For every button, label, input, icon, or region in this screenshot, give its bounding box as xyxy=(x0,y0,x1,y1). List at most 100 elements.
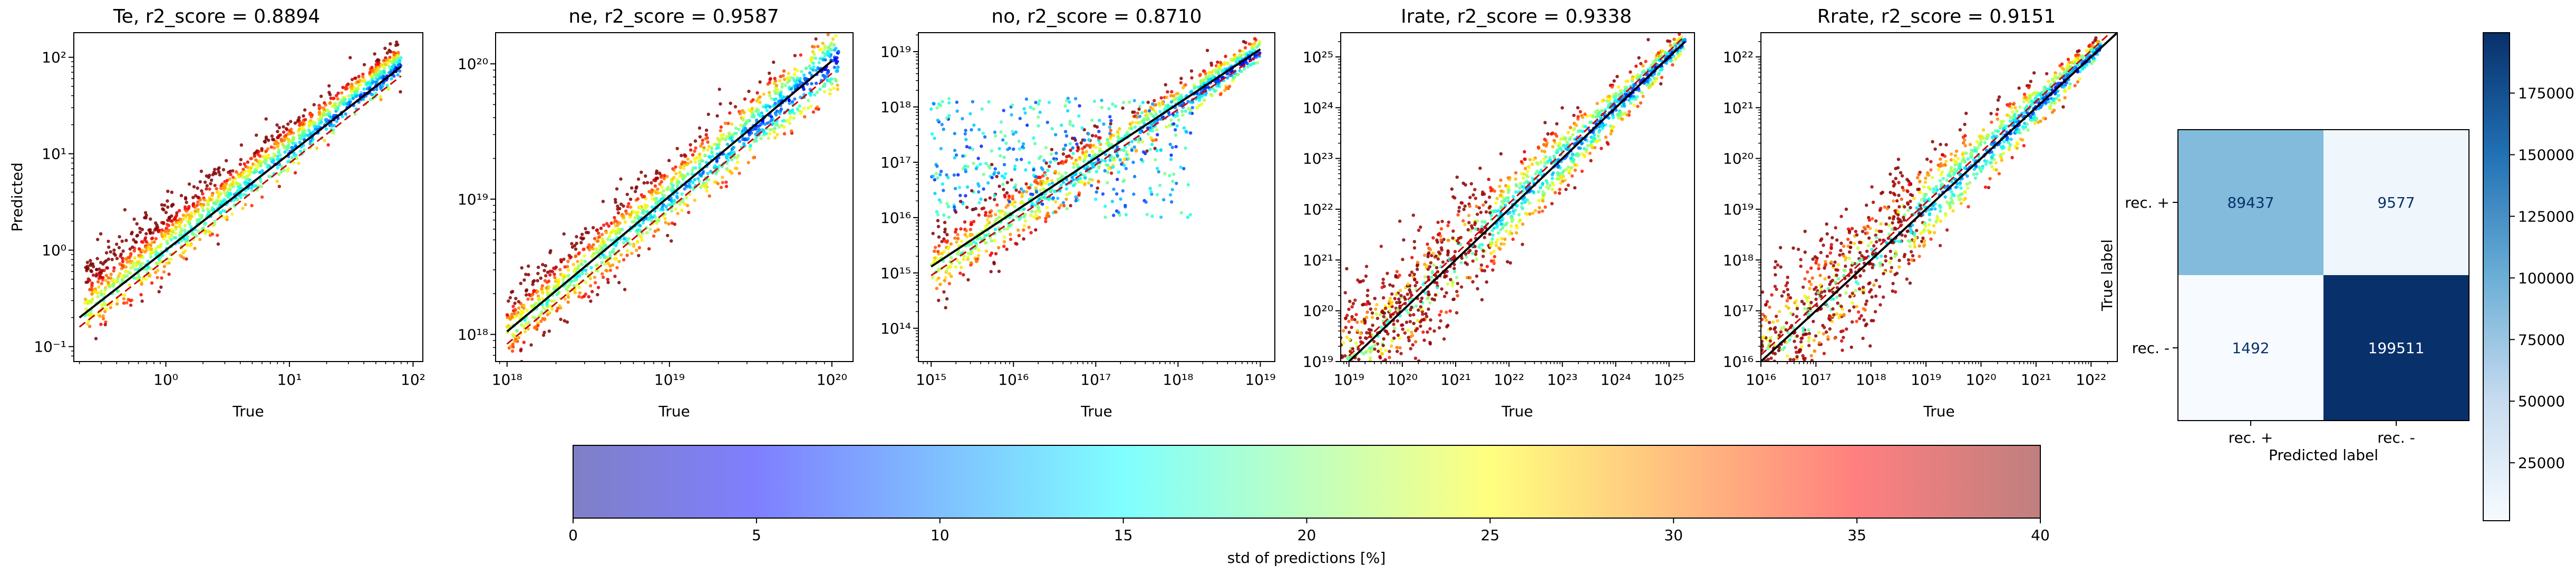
scatter-point xyxy=(371,80,375,84)
scatter-point xyxy=(590,290,594,294)
scatter-point xyxy=(115,257,119,260)
scatter-point xyxy=(1116,178,1119,181)
scatter-point xyxy=(1064,134,1069,138)
scatter-point xyxy=(1188,213,1192,217)
scatter-point xyxy=(1492,261,1496,265)
scatter-point xyxy=(595,228,598,232)
scatter-point xyxy=(1181,86,1185,90)
scatter-point xyxy=(1157,102,1161,105)
scatter-point xyxy=(389,60,393,64)
scatter-point xyxy=(1534,209,1537,212)
scatter-point xyxy=(935,210,939,213)
scatter-point xyxy=(765,109,769,112)
scatter-point xyxy=(939,170,943,173)
scatter-point xyxy=(601,200,605,203)
scatter-point xyxy=(200,189,204,193)
scatter-point xyxy=(1155,193,1159,197)
scatter-point xyxy=(966,164,970,169)
scatter-point xyxy=(540,287,544,290)
scatter-point xyxy=(1610,85,1614,89)
scatter-point xyxy=(1469,229,1473,233)
scatter-point xyxy=(90,284,94,288)
scatter-point xyxy=(1063,130,1068,133)
scatter-point xyxy=(522,306,526,310)
reference-line xyxy=(931,53,1261,276)
scatter-point xyxy=(1499,178,1503,182)
scatter-point xyxy=(935,287,939,290)
scatter-point xyxy=(166,199,169,203)
scatter-point xyxy=(350,93,354,97)
scatter-point xyxy=(235,170,238,174)
scatter-point xyxy=(1138,104,1142,109)
scatter-point xyxy=(953,156,956,160)
scatter-point xyxy=(1537,199,1541,202)
scatter-point xyxy=(167,231,170,236)
scatter-point xyxy=(950,275,953,278)
scatter-point xyxy=(99,323,103,326)
scatter-point xyxy=(232,198,236,202)
scatter-point xyxy=(1644,60,1648,63)
scatter-point xyxy=(1130,148,1134,152)
scatter-point xyxy=(736,160,740,164)
scatter-point xyxy=(1043,192,1047,196)
scatter-point xyxy=(1093,145,1098,149)
scatter-point xyxy=(226,188,230,191)
scatter-point xyxy=(994,252,998,256)
scatter-point xyxy=(100,269,104,272)
scatter-point xyxy=(576,267,580,270)
scatter-point xyxy=(228,184,231,188)
scatter-point xyxy=(565,287,568,291)
scatter-point xyxy=(693,139,698,143)
scatter-point xyxy=(1137,138,1140,141)
scatter-point xyxy=(653,229,657,233)
scatter-point xyxy=(127,256,130,259)
scatter-point xyxy=(1075,142,1079,146)
scatter-point xyxy=(1020,194,1024,198)
scatter-point xyxy=(984,211,988,215)
scatter-point xyxy=(189,225,193,229)
scatter-point xyxy=(1112,213,1116,217)
scatter-point xyxy=(361,98,365,101)
scatter-point xyxy=(945,173,948,177)
scatter-point xyxy=(988,166,992,170)
scatter-point xyxy=(1095,170,1098,173)
scatter-point xyxy=(739,123,743,127)
scatter-point xyxy=(934,172,938,176)
scatter-point xyxy=(196,186,199,190)
scatter-point xyxy=(635,240,640,243)
scatter-point xyxy=(349,90,353,93)
scatter-point xyxy=(1196,95,1200,99)
scatter-point xyxy=(368,86,372,90)
x-axis-label: True xyxy=(658,403,690,420)
scatter-point xyxy=(1494,201,1498,205)
scatter-point xyxy=(1371,378,1374,381)
scatter-point xyxy=(993,239,996,242)
scatter-point xyxy=(1197,103,1202,108)
scatter-point xyxy=(1388,296,1392,300)
scatter-point xyxy=(246,165,250,169)
scatter-point xyxy=(229,192,233,196)
scatter-point xyxy=(1045,206,1049,210)
scatter-point xyxy=(693,160,697,164)
scatter-point xyxy=(1103,204,1107,208)
scatter-point xyxy=(964,138,968,141)
scatter-point xyxy=(981,131,985,135)
scatter-point xyxy=(162,237,166,240)
scatter-point xyxy=(793,79,797,83)
scatter-point xyxy=(1080,147,1084,151)
scatter-point xyxy=(698,159,701,163)
scatter-point xyxy=(253,168,257,172)
scatter-point xyxy=(724,184,729,188)
scatter-point xyxy=(1473,188,1477,191)
scatter-point xyxy=(970,189,974,193)
scatter-point xyxy=(750,106,754,111)
y-tick-label: 10¹⁷ xyxy=(880,154,911,171)
scatter-point xyxy=(376,62,380,66)
scatter-point xyxy=(202,203,206,207)
scatter-point xyxy=(1008,224,1012,228)
scatter-point xyxy=(129,303,133,307)
scatter-point xyxy=(993,167,998,171)
scatter-point xyxy=(836,83,839,87)
scatter-point xyxy=(221,200,225,204)
scatter-point xyxy=(243,162,246,166)
